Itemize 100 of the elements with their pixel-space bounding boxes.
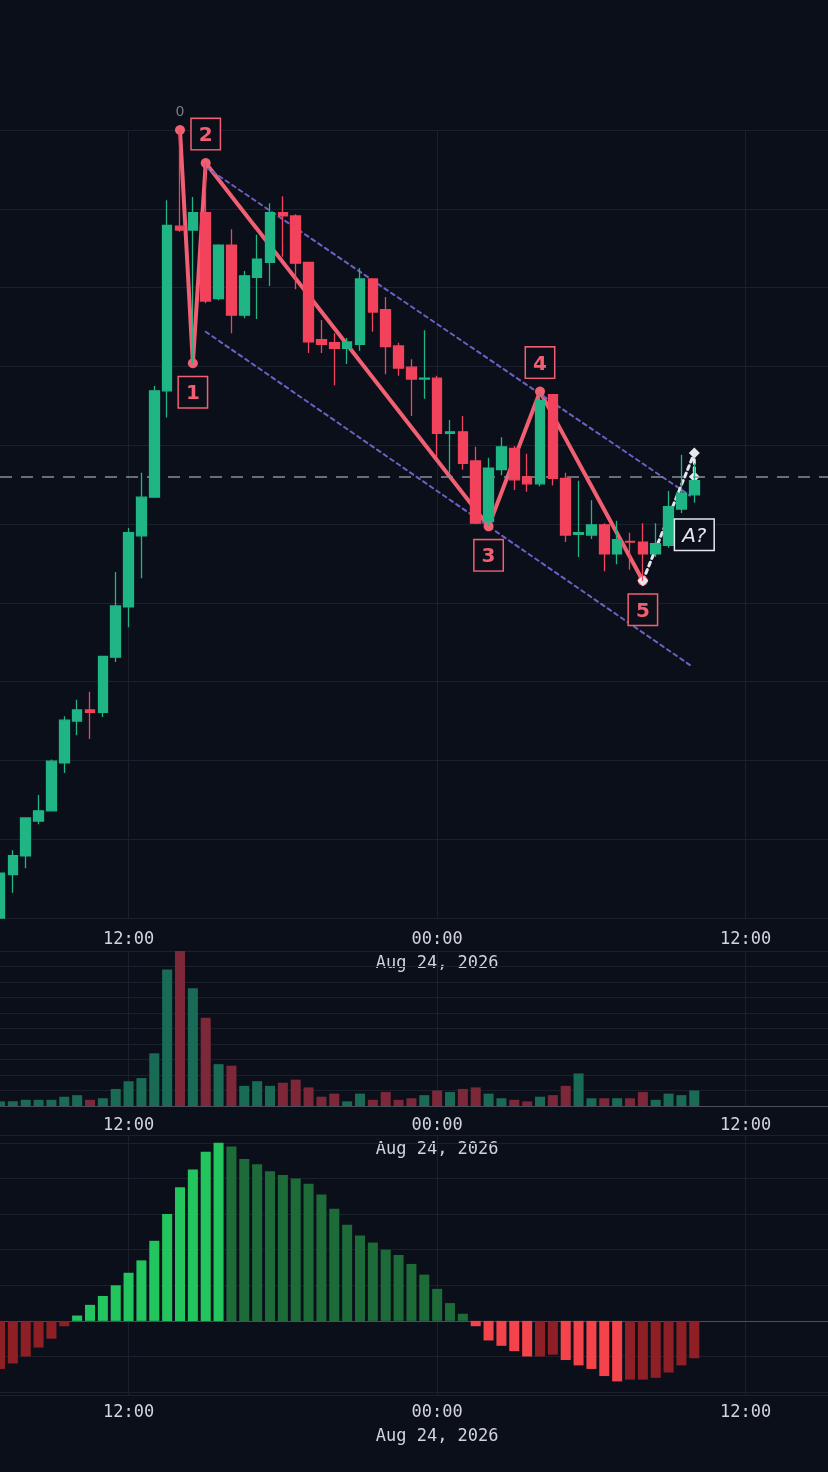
bar	[59, 1096, 70, 1106]
candlestick	[135, 472, 148, 580]
candlestick	[367, 278, 379, 333]
candlestick	[58, 715, 71, 774]
bar	[483, 1093, 494, 1106]
bar	[573, 1320, 584, 1366]
bar	[406, 1098, 417, 1106]
candlestick	[559, 472, 572, 543]
candlestick	[354, 267, 366, 352]
bar	[470, 1320, 481, 1327]
bar	[354, 1093, 366, 1106]
bar	[483, 1320, 494, 1341]
bar	[612, 1098, 623, 1106]
bar	[226, 1146, 237, 1321]
candlestick	[84, 691, 96, 740]
bar	[136, 1260, 147, 1321]
bar	[547, 1095, 558, 1106]
bar	[354, 1235, 366, 1321]
bar	[226, 1065, 237, 1106]
candlestick	[277, 195, 289, 258]
bar	[239, 1158, 250, 1321]
bar	[200, 1017, 211, 1106]
bar	[97, 1098, 108, 1106]
bar	[522, 1320, 533, 1357]
bar	[329, 1208, 340, 1321]
bar	[380, 1249, 391, 1321]
candlestick	[109, 571, 122, 663]
bar	[470, 1087, 481, 1106]
bar	[264, 1085, 276, 1106]
bar	[637, 1320, 648, 1380]
bar	[303, 1087, 314, 1106]
candlestick	[315, 319, 328, 354]
bar	[342, 1224, 353, 1321]
bar	[59, 1320, 70, 1327]
bar	[200, 1151, 211, 1321]
bar	[187, 988, 198, 1106]
bar	[136, 1078, 147, 1106]
candlestick	[289, 213, 302, 290]
bar	[316, 1096, 327, 1106]
bar	[432, 1288, 443, 1321]
candlestick	[521, 453, 533, 493]
bar	[509, 1099, 520, 1106]
bar	[586, 1098, 597, 1106]
bar	[560, 1085, 571, 1106]
candlestick	[32, 794, 45, 825]
candlestick	[7, 849, 19, 894]
candlestick	[45, 758, 58, 813]
bar	[599, 1320, 610, 1377]
bar	[624, 1098, 636, 1106]
candlestick	[302, 261, 315, 354]
bar	[46, 1099, 57, 1106]
candlestick	[662, 490, 675, 549]
bar	[367, 1099, 378, 1106]
candlestick	[495, 436, 508, 476]
candlestick	[508, 445, 521, 491]
bar	[187, 1169, 198, 1321]
bar	[509, 1320, 520, 1352]
bar	[444, 1092, 456, 1106]
bar	[316, 1194, 327, 1321]
x-tick-label: 12:00	[720, 1401, 772, 1421]
bar	[213, 1142, 224, 1321]
bar	[612, 1320, 623, 1382]
bar	[20, 1320, 31, 1357]
bar	[174, 951, 186, 1106]
candlestick	[238, 270, 251, 319]
bar	[367, 1242, 378, 1321]
bar	[676, 1095, 687, 1106]
candlestick	[624, 532, 636, 571]
candlestick	[649, 522, 662, 558]
candlestick	[457, 415, 469, 471]
x-tick-label: 12:00	[720, 1114, 772, 1134]
candlestick	[431, 375, 443, 458]
bar	[110, 1088, 121, 1106]
bar	[46, 1320, 57, 1339]
bar	[457, 1313, 468, 1321]
candlestick	[161, 199, 173, 419]
point	[535, 386, 545, 397]
bar	[97, 1295, 108, 1321]
bar	[444, 1303, 456, 1321]
bar	[624, 1320, 636, 1380]
candlestick	[148, 385, 161, 498]
point	[688, 447, 700, 459]
candlestick	[122, 527, 135, 628]
candlestick	[392, 342, 405, 377]
candlestick	[264, 202, 276, 287]
bar	[174, 1187, 186, 1321]
candlestick	[547, 394, 559, 487]
bar	[84, 1099, 96, 1106]
bar	[290, 1178, 301, 1321]
bar	[239, 1085, 250, 1106]
candlestick	[572, 480, 585, 558]
bar	[33, 1320, 44, 1348]
bar	[110, 1285, 121, 1321]
annotation: 4	[533, 350, 547, 375]
bar	[329, 1093, 340, 1106]
bar	[162, 1214, 173, 1321]
bar	[637, 1092, 648, 1106]
annotation: 5	[635, 597, 650, 622]
annotation: 0	[175, 103, 185, 119]
bar	[676, 1320, 687, 1366]
